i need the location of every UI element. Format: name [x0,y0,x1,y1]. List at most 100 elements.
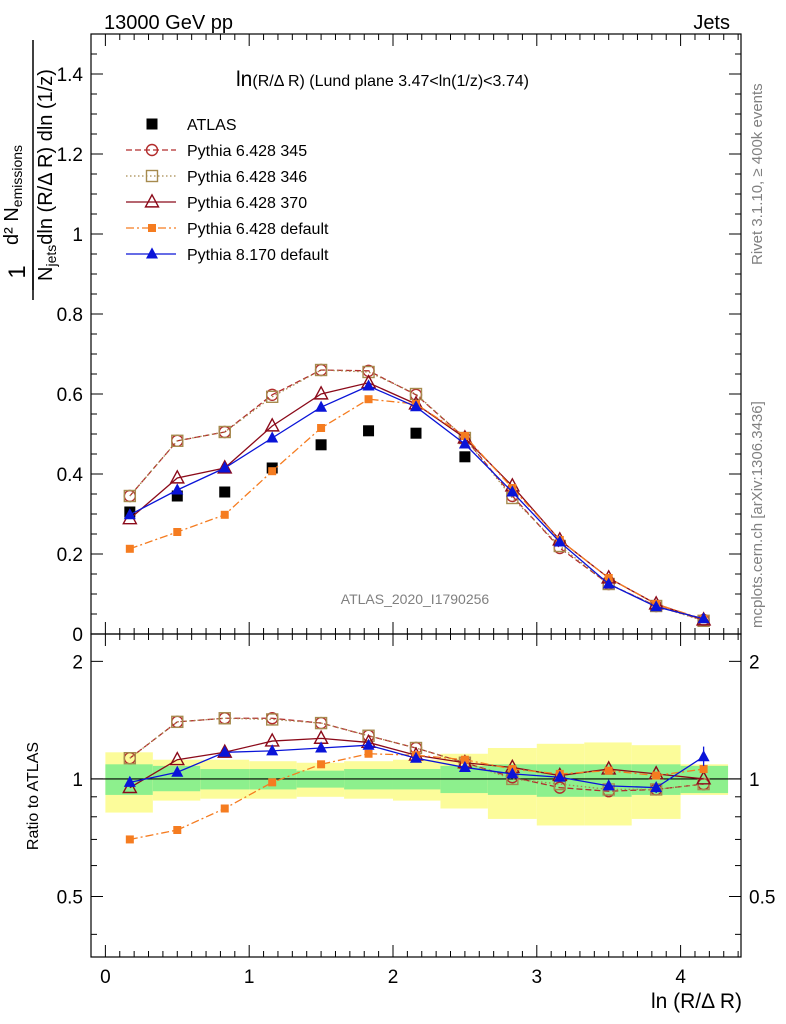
ratio-point-pdef [125,835,134,844]
bottom-y-tick-label: 0.5 [57,888,83,909]
point-p8 [650,600,663,612]
point-pdef [460,432,469,440]
ratio-point-p8 [553,770,566,782]
ratio-point-pdef [364,749,373,758]
bottom-panel-axes: 0.5 0.5 1 1 2 2 0 1 2 3 4 [57,633,775,988]
ratio-point-p346 [314,716,328,730]
point-p346 [218,425,231,439]
top-y-tick-label: 0.8 [57,305,83,326]
series-line-p370 [129,382,704,621]
ratio-point-p8 [362,738,375,750]
bottom-y-tick-label-right: 2 [749,652,760,673]
header-left: 13000 GeV pp [104,12,233,34]
bottom-y-tick-label: 1 [72,770,83,791]
legend-marker-p346 [145,169,159,183]
legend-marker-p370 [144,193,160,208]
point-pdef [268,467,277,476]
point-atlas [410,427,422,439]
legend-item-p8: Pythia 8.170 default [126,247,329,264]
legend-item-atlas: ATLAS [146,117,237,134]
point-p8 [553,535,566,547]
point-p8 [266,431,279,443]
legend-item-p370: Pythia 6.428 370 [126,193,307,212]
point-pdef [317,424,326,432]
ratio-point-p370 [264,732,280,747]
ratio-point-p346 [171,715,184,729]
point-p8 [697,612,710,624]
point-p8 [410,400,422,412]
ratio-point-p8 [410,751,422,763]
legend-marker-atlas [146,118,158,130]
top-y-tick-label: 1 [72,225,83,246]
ratio-point-p8 [315,741,328,753]
top-y-tick-label: 1.4 [57,65,84,86]
top-y-tick-label: 1.2 [57,145,83,166]
point-atlas [459,451,471,463]
x-tick-label: 0 [100,967,111,988]
ratio-point-p8 [218,745,231,757]
ylabel-one: 1 [4,265,31,278]
series-p370 [122,374,712,626]
legend-label-p8: Pythia 8.170 default [187,247,329,264]
point-p8 [602,577,615,589]
ratio-point-pdef [699,765,708,774]
ratio-point-pdef [652,771,661,780]
legend-marker-p8 [146,247,158,259]
series-line-p346 [129,369,704,622]
analysis-watermark: ATLAS_2020_I1790256 [341,591,490,607]
plot-title: ln(R/Δ R) (Lund plane 3.47<ln(1/z)<3.74) [236,68,529,91]
x-tick-label: 1 [244,967,255,988]
point-pdef [173,528,182,536]
ratio-point-p8 [123,775,136,787]
ratio-series-p8 [123,738,710,793]
header-right: Jets [693,12,730,34]
point-atlas [219,486,231,498]
ratio-point-p370 [217,743,233,758]
point-p346 [123,489,137,503]
legend-marker-pdef [148,224,156,232]
ratio-uncertainty-bands [91,742,741,826]
bottom-y-tick-label-right: 1 [749,770,760,791]
point-p346 [171,434,184,447]
point-pdef [125,544,134,553]
ratio-point-p370 [695,770,712,785]
point-atlas [171,490,183,502]
top-panel-axes: 0 0.2 0.4 0.6 0.8 1 1.2 1.4 [57,33,742,646]
legend-label-pdef: Pythia 6.428 default [187,221,329,238]
top-panel-series [122,363,712,627]
legend-item-p346: Pythia 6.428 346 [126,169,307,186]
series-line-p8 [129,385,704,620]
legend-label-p346: Pythia 6.428 346 [187,169,307,186]
x-tick-label: 3 [532,967,543,988]
mcplots-label: mcplots.cern.ch [arXiv:1306.3436] [749,401,766,628]
ratio-point-pdef [604,766,613,775]
ratio-point-p346 [265,713,279,726]
legend-label-atlas: ATLAS [187,117,237,134]
point-p346 [314,363,328,377]
point-p8 [171,483,184,495]
bottom-y-tick-label: 2 [72,652,83,673]
ylabel-denominator: Njetsdln (R/Δ R) dln (1/z) [35,69,59,281]
series-p8 [123,379,710,624]
point-p8 [458,437,471,449]
point-pdef [220,510,229,519]
point-atlas [363,425,375,437]
top-y-tick-label: 0.2 [57,545,83,566]
point-p8 [123,508,136,520]
ratio-point-p8 [266,744,279,756]
ratio-point-pdef [317,760,326,769]
ratio-point-p8 [171,765,184,777]
bottom-panel-frame [90,633,742,958]
ylabel-numerator: d² Nemissions [1,145,25,245]
point-p370 [313,385,329,400]
point-p8 [362,379,375,391]
point-atlas [315,439,327,451]
point-p370 [169,469,185,484]
ratio-series [122,712,712,844]
top-y-tick-label: 0.4 [57,465,84,486]
legend-label-p345: Pythia 6.428 345 [187,143,307,160]
point-p8 [218,461,231,473]
bottom-y-axis-label: Ratio to ATLAS [25,742,42,850]
ratio-point-pdef [268,778,277,787]
